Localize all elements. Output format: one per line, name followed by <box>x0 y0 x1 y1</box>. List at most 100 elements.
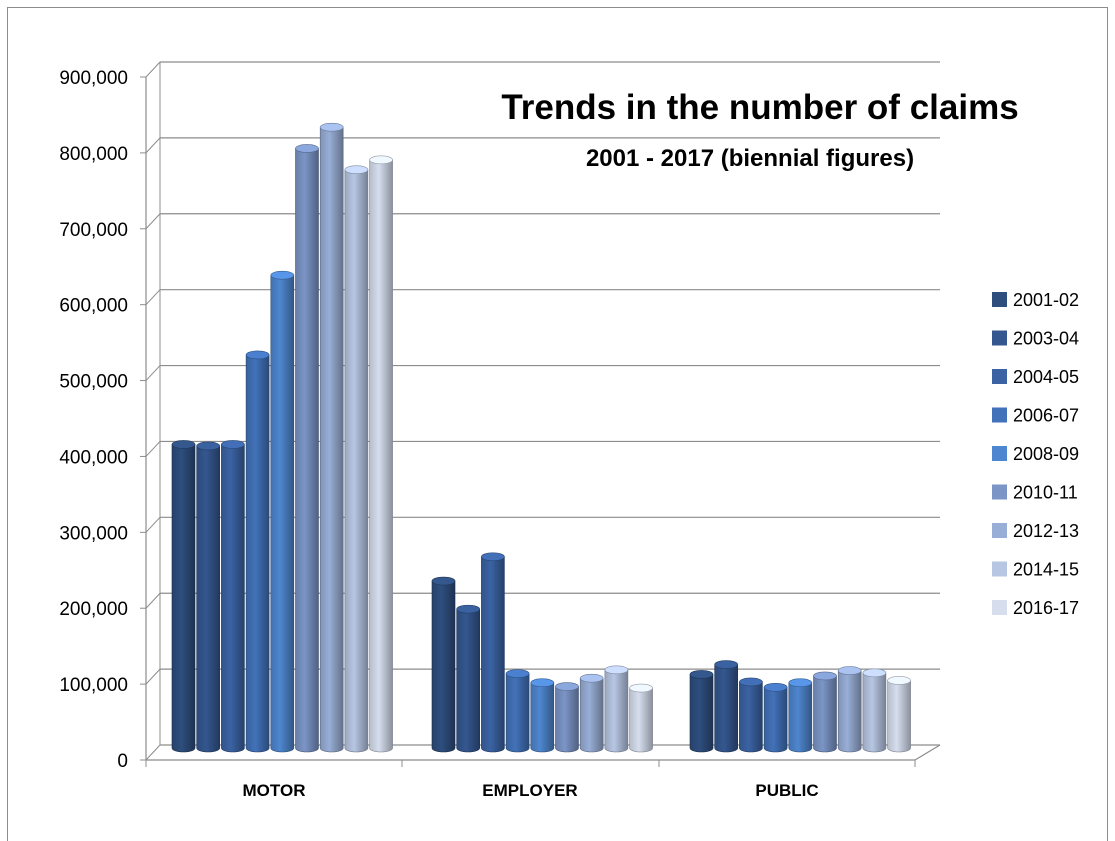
bar-top <box>604 665 629 675</box>
y-tick-label: 800,000 <box>59 144 128 165</box>
chart-frame <box>7 7 1108 841</box>
category-label: MOTOR <box>243 781 306 800</box>
y-tick-label: 900,000 <box>59 68 128 89</box>
legend-label: 2014-15 <box>1013 560 1079 580</box>
bar <box>555 682 579 753</box>
bar-body <box>763 686 788 753</box>
bar-body <box>196 445 220 753</box>
bar <box>739 677 763 753</box>
gridline-depth <box>145 137 161 154</box>
bar-body <box>295 148 319 753</box>
bar-body <box>270 274 295 753</box>
legend: 2001-02 2003-04 2004-05 2006-07 2008-09 2010-… <box>992 290 1079 618</box>
bar-body <box>689 674 714 753</box>
legend-swatch <box>992 407 1007 423</box>
bar-top <box>530 678 555 688</box>
legend-label: 2003-04 <box>1013 329 1079 349</box>
bar-top <box>837 666 862 675</box>
bar-body <box>862 672 887 753</box>
bar-top <box>319 122 344 132</box>
bar-top <box>344 165 369 175</box>
category-label: PUBLIC <box>755 781 818 800</box>
bar-top <box>763 682 788 692</box>
bar-top <box>788 678 813 688</box>
legend-label: 2001-02 <box>1013 290 1079 310</box>
bar-body <box>604 669 629 753</box>
bar-body <box>245 354 270 753</box>
bar-top <box>862 668 887 678</box>
y-tick-label: 200,000 <box>59 599 128 620</box>
legend-swatch <box>992 292 1007 307</box>
bar <box>629 683 653 753</box>
gridline-depth <box>145 213 161 230</box>
bar-body <box>837 670 862 753</box>
gridline-depth <box>145 516 161 533</box>
gridline-depth <box>145 441 161 457</box>
bar-body <box>456 608 480 753</box>
legend-label: 2004-05 <box>1013 367 1079 387</box>
bar-top <box>221 440 245 449</box>
y-tick-label: 400,000 <box>59 447 128 468</box>
y-tick-label: 700,000 <box>59 220 128 241</box>
bar <box>530 678 555 753</box>
bar <box>887 676 911 753</box>
bar <box>788 678 813 753</box>
legend-swatch <box>992 369 1007 384</box>
legend-swatch <box>992 523 1007 538</box>
bar-body <box>629 687 653 753</box>
bar <box>579 673 604 753</box>
bar-top <box>714 660 739 669</box>
legend-swatch <box>992 561 1007 577</box>
bar <box>813 671 837 753</box>
bar-top <box>270 270 295 280</box>
bar-body <box>887 680 911 753</box>
bar-body <box>481 556 505 753</box>
bar-top <box>171 440 196 449</box>
bar-body <box>813 675 837 753</box>
bar-top <box>629 683 653 693</box>
bar-top <box>689 670 714 679</box>
gridline-depth <box>145 668 161 685</box>
legend-swatch <box>992 330 1007 346</box>
bar-body <box>714 664 738 753</box>
legend-swatch <box>992 484 1007 500</box>
bar-body <box>319 126 344 753</box>
bar-body <box>344 169 369 753</box>
bars <box>171 122 911 753</box>
bar <box>604 665 629 753</box>
bar-top <box>196 441 220 451</box>
bar-top <box>579 673 604 683</box>
chart-subtitle: 2001 - 2017 (biennial figures) <box>585 145 915 172</box>
bar <box>837 666 862 753</box>
y-tick-label: 0 <box>117 751 128 772</box>
bar <box>369 155 393 753</box>
y-tick-label: 600,000 <box>59 296 128 317</box>
bar <box>689 670 714 753</box>
bar-top <box>481 552 505 562</box>
bar-body <box>221 444 245 753</box>
bar-body <box>579 677 604 753</box>
bar <box>319 122 344 753</box>
legend-swatch <box>992 446 1007 461</box>
bar-body <box>788 682 813 753</box>
bar <box>196 441 220 753</box>
legend-label: 2006-07 <box>1013 406 1079 426</box>
bar-top <box>456 604 481 614</box>
bar <box>862 668 887 753</box>
bar <box>295 144 319 753</box>
bar-top <box>555 682 579 691</box>
category-label: EMPLOYER <box>482 781 577 800</box>
gridline-depth <box>145 61 161 78</box>
bar-top <box>431 576 456 586</box>
y-tick-label: 300,000 <box>59 523 128 544</box>
bar-top <box>887 676 911 685</box>
y-tick-label: 100,000 <box>59 675 128 696</box>
bar <box>245 350 270 753</box>
gridline-depth <box>145 289 161 306</box>
bar-top <box>245 350 270 360</box>
bar <box>481 552 505 753</box>
chart-title: Trends in the number of claims <box>501 88 1019 127</box>
legend-label: 2008-09 <box>1013 444 1079 464</box>
x-category-labels: MOTOR EMPLOYER PUBLIC <box>243 781 819 800</box>
